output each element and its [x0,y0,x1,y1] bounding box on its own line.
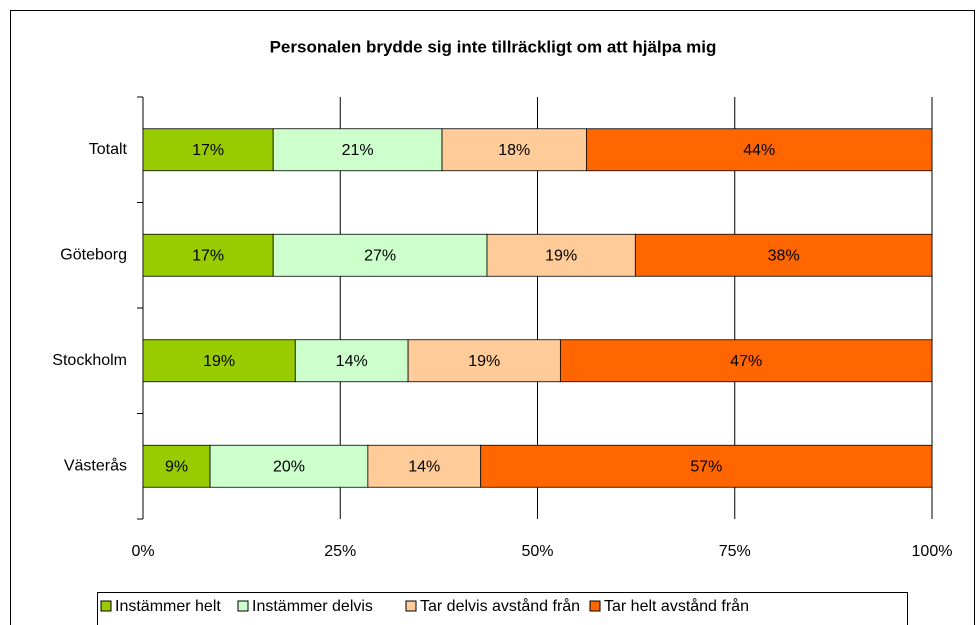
chart-title: Personalen brydde sig inte tillräckligt … [270,37,717,56]
legend-label: Instämmer delvis [252,598,373,615]
data-label: 19% [468,353,500,370]
x-tick-label: 0% [131,543,154,560]
legend-label: Instämmer helt [115,598,221,615]
x-tick-label: 75% [719,543,751,560]
legend-label: Tar helt avstånd från [604,597,749,615]
bar-segment [586,128,933,172]
y-tick-label: Göteborg [60,246,127,263]
chart-frame [10,10,975,625]
x-tick-label: 50% [521,543,553,560]
data-label: 19% [545,247,577,264]
bar-segment [142,339,296,383]
data-label: 17% [192,142,224,159]
data-label: 47% [730,353,762,370]
legend-box [97,592,908,625]
bar-segment [294,339,409,383]
bar-segment [272,233,488,277]
data-label: 19% [203,353,235,370]
bar-segment [142,444,211,488]
bar-segment [367,444,482,488]
y-tick-label: Västerås [64,456,127,474]
data-label: 9% [165,458,188,475]
legend-swatch [589,600,601,612]
data-label: 20% [273,458,305,475]
data-label: 27% [364,247,396,264]
x-tick-label: 25% [324,543,356,560]
data-label: 17% [192,247,224,264]
data-label: 14% [408,458,440,475]
bar-segment [486,233,636,277]
bar-segment [480,444,933,488]
bar-segment [142,233,274,277]
bar-segment [209,444,369,488]
x-tick-label: 100% [912,543,953,560]
data-label: 57% [690,458,722,475]
bar-segment [559,339,933,383]
data-label: 14% [336,353,368,370]
data-label: 44% [743,142,775,159]
bar-segment [142,128,274,172]
data-label: 18% [498,142,530,159]
data-label: 38% [768,247,800,264]
y-tick-label: Totalt [89,141,128,158]
bar-segment [407,339,561,383]
bar-segment [634,233,933,277]
legend-swatch [405,600,417,612]
bar-segment [441,128,587,172]
legend-label: Tar delvis avstånd från [420,597,580,615]
legend-swatch [237,600,249,612]
legend-swatch [100,600,112,612]
y-tick-label: Stockholm [52,352,127,369]
data-label: 21% [342,142,374,159]
